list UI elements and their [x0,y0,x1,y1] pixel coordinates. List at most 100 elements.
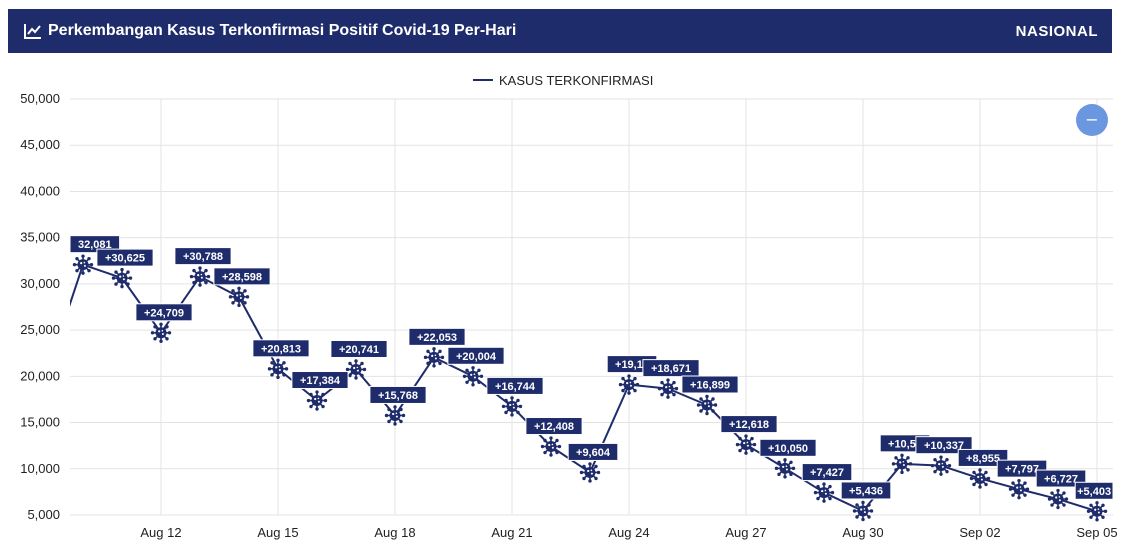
data-label: +20,813 [252,339,310,358]
data-label-text: +15,768 [378,390,418,402]
y-tick-label: 30,000 [20,276,60,291]
data-label: +20,004 [447,346,505,365]
data-label-text: +7,797 [1005,464,1039,476]
y-tick-label: 45,000 [20,137,60,152]
data-label-text: +12,408 [534,421,574,433]
data-label-text: +5,403 [1077,486,1111,498]
y-tick-label: 25,000 [20,322,60,337]
data-label: +5,403 [1074,481,1114,500]
virus-icon [1008,478,1030,500]
y-tick-label: 15,000 [20,415,60,430]
x-tick-label: Aug 27 [725,525,766,540]
line-chart: 5,000 10,000 15,000 20,000 25,000 30,000 35,00… [20,73,1117,540]
legend: KASUS TERKONFIRMASI [473,73,653,88]
virus-icon [930,455,952,476]
data-label: +30,788 [174,247,232,266]
data-label: +18,671 [642,359,700,378]
data-label-text: +22,053 [417,332,457,344]
data-label: 32,081 [69,235,121,254]
data-label: +17,384 [291,371,349,390]
x-tick-label: Aug 21 [491,525,532,540]
y-tick-label: 40,000 [20,183,60,198]
data-label-text: +28,598 [222,271,262,283]
virus-icon [345,359,367,380]
virus-icon [384,405,406,426]
data-label: +15,768 [369,385,427,404]
x-tick-label: Aug 15 [257,525,298,540]
data-label: +10,337 [915,436,973,455]
x-tick-label: Aug 30 [842,525,883,540]
virus-icon [852,500,874,522]
virus-icon [228,286,250,308]
chart-title: Perkembangan Kasus Terkonfirmasi Positif… [48,22,517,39]
data-label: +24,709 [135,303,193,322]
data-label-text: 32,081 [78,239,112,251]
data-label-text: +10,53 [888,438,922,450]
y-tick-label: 50,000 [20,91,60,106]
x-tick-label: Aug 12 [140,525,181,540]
virus-icon [267,358,289,380]
data-label-text: +7,427 [810,467,844,479]
header-left: Perkembangan Kasus Terkonfirmasi Positif… [24,22,516,40]
line-chart-icon [24,23,42,39]
data-label-text: +12,618 [729,419,769,431]
virus-icon [657,378,679,399]
virus-icon [540,436,562,457]
zoom-button-circle [1076,104,1108,136]
virus-icon [423,347,445,368]
y-tick-label: 20,000 [20,368,60,383]
data-label-text: +9,604 [576,447,611,459]
virus-icon [696,394,718,416]
series-markers [72,254,1108,522]
data-label: +22,053 [408,327,466,346]
y-tick-label: 5,000 [27,507,60,522]
data-label-text: +16,744 [495,381,536,393]
data-label-text: +24,709 [144,307,184,319]
data-label-text: +20,813 [261,343,301,355]
legend-entry: KASUS TERKONFIRMASI [499,73,653,88]
x-tick-label: Sep 05 [1076,525,1117,540]
x-tick-label: Aug 18 [374,525,415,540]
virus-icon [735,434,757,455]
data-label-text: +18,671 [651,363,691,375]
data-label-text: +10,337 [924,440,964,452]
data-label: +5,436 [840,481,892,500]
data-label: +8,955 [957,448,1009,467]
data-label: +30,625 [96,248,154,267]
zoom-out-button[interactable]: − [1076,104,1108,136]
data-label: +6,727 [1035,469,1087,488]
data-label: +7,797 [996,459,1048,478]
data-label: +12,618 [720,415,778,434]
data-label-text: +16,899 [690,380,730,392]
virus-icon [1086,501,1108,522]
virus-icon [111,267,133,289]
minus-icon: − [1085,110,1098,129]
virus-icon [189,266,211,287]
virus-icon [891,453,913,475]
virus-icon [150,322,172,344]
axes: 5,000 10,000 15,000 20,000 25,000 30,000 35,00… [20,91,1117,540]
data-label-text: +30,788 [183,251,223,263]
virus-icon [1047,488,1069,510]
data-label-text: +17,384 [300,375,341,387]
y-tick-label: 35,000 [20,230,60,245]
region-badge: NASIONAL [1015,22,1098,40]
data-label-text: +10,050 [768,443,808,455]
virus-icon [813,482,835,503]
data-label: +16,899 [681,375,739,394]
virus-icon [501,396,523,417]
data-label: +10,050 [759,438,817,457]
x-tick-label: Aug 24 [608,525,649,540]
virus-icon [72,254,94,275]
virus-icon [462,366,484,387]
data-label-text: +19,10 [615,359,649,371]
data-label-text: +30,625 [105,253,145,265]
data-label: +12,408 [525,417,583,436]
data-label-text: +6,727 [1044,474,1078,486]
data-label-text: +20,741 [339,344,379,356]
data-label-text: +20,004 [456,351,497,363]
virus-icon [618,374,640,395]
x-tick-label: Sep 02 [959,525,1000,540]
data-label: +9,604 [567,442,619,461]
data-label-text: +8,955 [966,453,1000,465]
